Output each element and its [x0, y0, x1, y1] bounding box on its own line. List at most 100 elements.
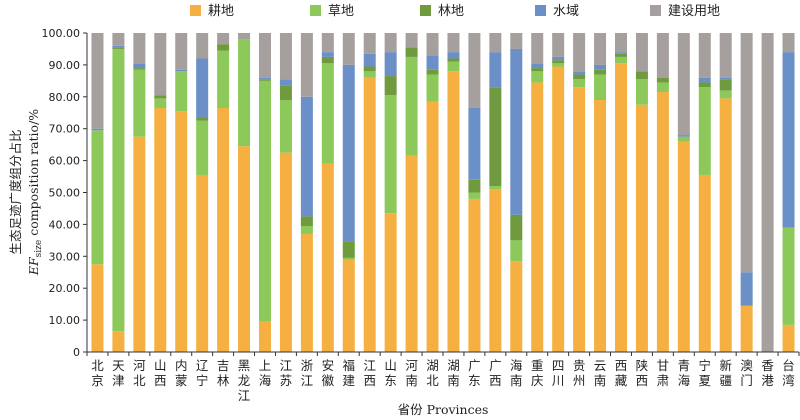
- bar-segment: [259, 77, 271, 80]
- bar-segment: [279, 85, 292, 100]
- bar-segment: [217, 107, 230, 352]
- bar-segment: [677, 141, 690, 352]
- bar-segment: [196, 117, 209, 121]
- bar-segment: [321, 56, 334, 64]
- x-tick-label: 河: [133, 358, 146, 373]
- bar-segment: [510, 48, 523, 215]
- bar-segment: [321, 33, 334, 53]
- bar-stack: [196, 33, 209, 352]
- bar-segment: [447, 71, 460, 352]
- x-tick-label: 海: [259, 373, 272, 388]
- bar-segment: [321, 63, 334, 164]
- bar-stack: [300, 33, 313, 352]
- x-tick-label: 龙: [238, 373, 251, 388]
- legend-item: 耕地: [190, 3, 234, 19]
- bar-segment: [468, 33, 481, 108]
- x-tick-label: 疆: [719, 373, 732, 388]
- bar-stack: [133, 33, 146, 352]
- bar-segment: [719, 33, 732, 78]
- bar-segment: [447, 33, 460, 53]
- x-tick-label: 浙: [301, 358, 314, 373]
- x-tick-label: 湖: [447, 358, 460, 373]
- bar-segment: [342, 64, 355, 242]
- bar-segment: [615, 63, 627, 353]
- x-axis-title: 省份 Provinces: [398, 402, 489, 417]
- bar-segment: [342, 257, 355, 260]
- bar-stack: [217, 33, 230, 352]
- bar-segment: [573, 79, 586, 88]
- bar-segment: [175, 111, 188, 352]
- bar-segment: [405, 33, 418, 48]
- bar-segment: [719, 90, 732, 99]
- bar-segment: [196, 120, 209, 175]
- bar-segment: [196, 33, 209, 59]
- bar-stack: [719, 33, 732, 353]
- bar-stack: [740, 33, 753, 352]
- bar-segment: [112, 47, 125, 49]
- bar-segment: [573, 71, 586, 75]
- bar-segment: [782, 52, 795, 228]
- legend-item: 水域: [535, 4, 579, 19]
- bar-segment: [321, 52, 334, 57]
- x-tick-label: 北: [426, 373, 439, 388]
- bar-stack: [677, 33, 690, 352]
- x-tick-label: 台: [782, 358, 795, 373]
- bar-segment: [489, 189, 502, 352]
- bar-stack: [279, 33, 292, 352]
- legend-swatch: [420, 5, 431, 16]
- x-tick-label: 广: [468, 358, 481, 373]
- bar-stack: [342, 33, 355, 352]
- bar-segment: [279, 33, 292, 80]
- bar-segment: [594, 69, 607, 75]
- bar-segment: [279, 152, 292, 352]
- x-tick-label: 湖: [426, 358, 439, 373]
- bar-segment: [133, 33, 146, 64]
- x-tick-label: 宁: [699, 358, 712, 373]
- bar-stack: [175, 33, 188, 352]
- bar-segment: [384, 213, 397, 352]
- x-tick-label: 港: [761, 373, 774, 388]
- bar-segment: [594, 74, 607, 100]
- bar-stack: [238, 33, 251, 352]
- x-tick-label: 西: [636, 373, 649, 388]
- x-tick-label: 西: [154, 373, 167, 388]
- bar-stack: [573, 33, 586, 352]
- x-tick-label: 肃: [657, 373, 670, 388]
- bar-segment: [698, 87, 711, 175]
- bar-segment: [677, 136, 690, 142]
- bar-segment: [426, 55, 439, 70]
- y-axis: 0 10.00 20.00 30.00 40.00 50.00 60.00 70.00 80.0…: [42, 27, 88, 359]
- bar-segment: [510, 214, 523, 241]
- bar-stack: [761, 33, 774, 352]
- plot-area: 0 10.00 20.00 30.00 40.00 50.00 60.00 70.00 80.0…: [42, 27, 800, 403]
- bar-segment: [719, 79, 732, 91]
- x-tick-label: 江: [280, 358, 293, 373]
- bar-segment: [489, 52, 502, 88]
- x-tick-label: 海: [678, 373, 691, 388]
- bar-segment: [363, 71, 376, 78]
- bars: [91, 33, 795, 353]
- bar-stack: [405, 33, 418, 352]
- x-tick-label: 藏: [615, 373, 628, 388]
- x-tick-label: 南: [447, 373, 460, 388]
- x-tick-label: 蒙: [175, 373, 188, 388]
- bar-segment: [573, 33, 586, 72]
- bar-segment: [447, 58, 460, 62]
- bar-segment: [405, 56, 418, 156]
- bar-segment: [719, 77, 732, 80]
- bar-segment: [510, 261, 523, 352]
- y-tick-label: 0: [73, 346, 80, 359]
- bar-stack: [154, 33, 167, 352]
- bar-stack: [531, 33, 544, 352]
- bar-segment: [677, 135, 690, 137]
- bar-segment: [405, 47, 418, 57]
- x-tick-label: 北: [91, 358, 104, 373]
- x-tick-label: 林: [217, 373, 230, 388]
- legend-swatch: [535, 5, 546, 16]
- bar-segment: [196, 174, 209, 352]
- x-tick-label: 香: [761, 358, 774, 373]
- x-tick-label: 广: [489, 358, 502, 373]
- bar-segment: [300, 96, 313, 217]
- bar-segment: [217, 50, 230, 108]
- x-tick-label: 天: [112, 358, 125, 373]
